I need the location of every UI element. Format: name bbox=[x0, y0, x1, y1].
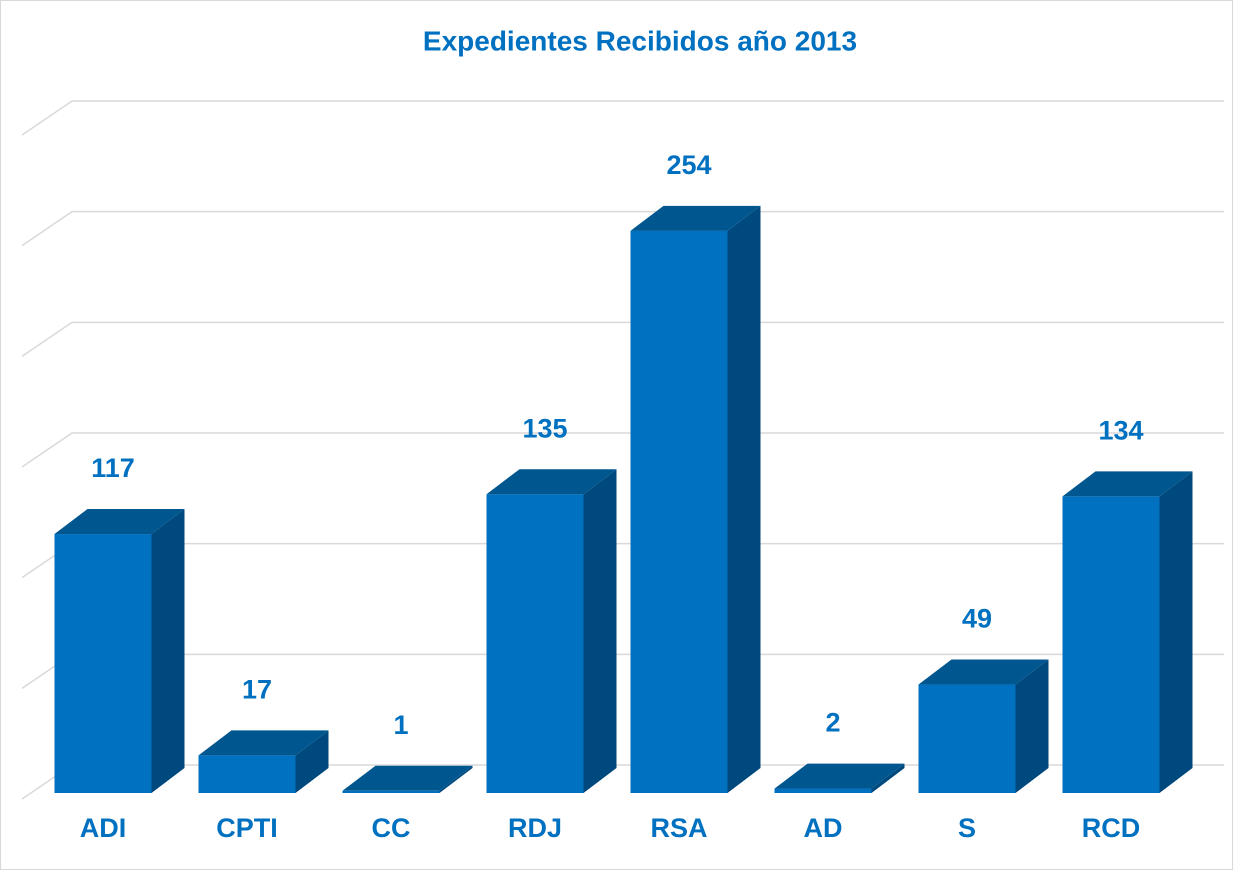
bar-face bbox=[630, 205, 761, 231]
bar-face bbox=[342, 765, 473, 791]
data-label: 254 bbox=[666, 150, 711, 180]
data-label: 2 bbox=[825, 708, 840, 738]
bar-face bbox=[918, 684, 1016, 793]
x-tick-label: CPTI bbox=[216, 813, 278, 843]
bar bbox=[486, 469, 617, 793]
bar-face bbox=[583, 469, 617, 793]
bar bbox=[774, 763, 905, 793]
bar-face bbox=[630, 230, 728, 793]
bar-face bbox=[151, 509, 185, 793]
x-tick-label: RCD bbox=[1082, 813, 1141, 843]
bar-face bbox=[54, 534, 152, 793]
grid-line bbox=[21, 321, 1224, 357]
data-label: 17 bbox=[242, 674, 272, 704]
grid-line bbox=[21, 210, 1224, 247]
bar-face bbox=[774, 763, 905, 789]
bar bbox=[198, 730, 329, 793]
grid-line bbox=[21, 100, 1224, 136]
bar bbox=[918, 659, 1049, 793]
bar-face bbox=[295, 730, 329, 793]
bar bbox=[342, 765, 473, 793]
bar-face bbox=[1062, 496, 1160, 793]
bar-face bbox=[918, 659, 1049, 685]
bar-face bbox=[727, 205, 761, 793]
data-label: 117 bbox=[91, 453, 135, 483]
bar-face bbox=[486, 494, 584, 793]
bar-face bbox=[198, 755, 296, 793]
bar-face bbox=[1062, 471, 1193, 497]
bar bbox=[54, 509, 185, 793]
x-tick-label: ADI bbox=[80, 813, 127, 843]
x-tick-label: RSA bbox=[650, 813, 707, 843]
data-label: 134 bbox=[1098, 416, 1143, 446]
data-label: 1 bbox=[393, 710, 408, 740]
data-label: 135 bbox=[522, 413, 567, 443]
bar-face bbox=[54, 509, 185, 535]
x-tick-label: CC bbox=[372, 813, 411, 843]
bar bbox=[630, 205, 761, 793]
x-tick-label: RDJ bbox=[508, 813, 562, 843]
x-tick-label: AD bbox=[804, 813, 843, 843]
bar-face bbox=[1015, 659, 1049, 793]
grid-line bbox=[21, 432, 1224, 468]
bar-face bbox=[439, 765, 473, 793]
chart-title: Expedientes Recibidos año 2013 bbox=[423, 25, 857, 56]
x-tick-label: S bbox=[958, 813, 976, 843]
bar-face bbox=[871, 763, 905, 793]
bar-face bbox=[774, 788, 872, 793]
data-label: 49 bbox=[962, 604, 992, 634]
bar bbox=[1062, 471, 1193, 793]
bar-face bbox=[342, 790, 440, 793]
bar-face bbox=[198, 730, 329, 756]
bar-face bbox=[486, 469, 617, 495]
bar-face bbox=[1159, 471, 1193, 793]
